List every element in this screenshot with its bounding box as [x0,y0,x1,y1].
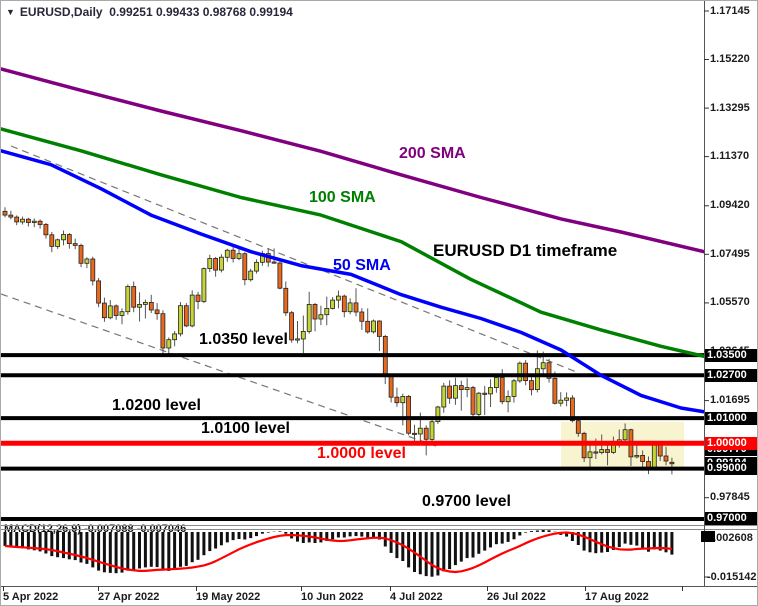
date-axis-label: 10 Jun 2022 [301,591,364,603]
timeframe-annotation: EURUSD D1 timeframe [433,241,618,260]
price-axis-label: 0.97845 [710,491,750,504]
level-0-9700-label: 0.9700 level [422,493,511,510]
macd-current-value-box [701,531,715,542]
price-axis-label: 1.17145 [710,4,750,17]
date-axis-label: 27 Apr 2022 [98,591,160,603]
date-axis-label: 17 Aug 2022 [585,591,649,603]
macd-axis-upper-label: 0.002608 [707,532,753,544]
price-axis-label: 1.15220 [710,53,750,66]
chart-ohlc-readout: 0.99251 0.99433 0.98768 0.99194 [109,5,293,19]
sma50-label: 50 SMA [333,257,391,274]
price-level-box: 1.01000 [705,411,757,425]
level-1-0350-label: 1.0350 level [199,331,288,348]
date-axis-label: 4 Jul 2022 [390,591,443,603]
symbol-dropdown-icon[interactable]: ▼ [6,7,15,17]
price-axis-label: 1.13295 [710,101,750,114]
chart-symbol-period: EURUSD,Daily [19,5,103,19]
price-axis-label: 1.07495 [710,247,750,260]
chart-title-bar: ▼ EURUSD,Daily 0.99251 0.99433 0.98768 0.… [6,5,293,19]
level-1-0100-label: 1.0100 level [201,420,290,437]
sma200-label: 200 SMA [399,145,466,162]
price-level-box: 0.97000 [705,512,757,526]
price-axis-label: 1.01695 [710,394,750,407]
level-1-0000-label: 1.0000 level [317,445,406,462]
macd-axis-lower-label: -0.015142 [707,571,757,583]
price-axis-label: 1.11370 [710,150,750,163]
date-axis-label: 5 Apr 2022 [3,591,59,603]
price-level-box: 1.00000 [705,436,757,450]
date-axis-label: 26 Jul 2022 [487,591,546,603]
date-axis-label: 19 May 2022 [196,591,261,603]
level-1-0200-label: 1.0200 level [112,397,201,414]
sma100-label: 100 SMA [309,189,376,206]
price-axis-label: 1.05570 [710,296,750,309]
price-axis-label: 1.09420 [710,199,750,212]
price-level-box: 1.03500 [705,348,757,362]
price-level-box: 1.02700 [705,368,757,382]
price-level-box: 0.99000 [705,462,757,476]
